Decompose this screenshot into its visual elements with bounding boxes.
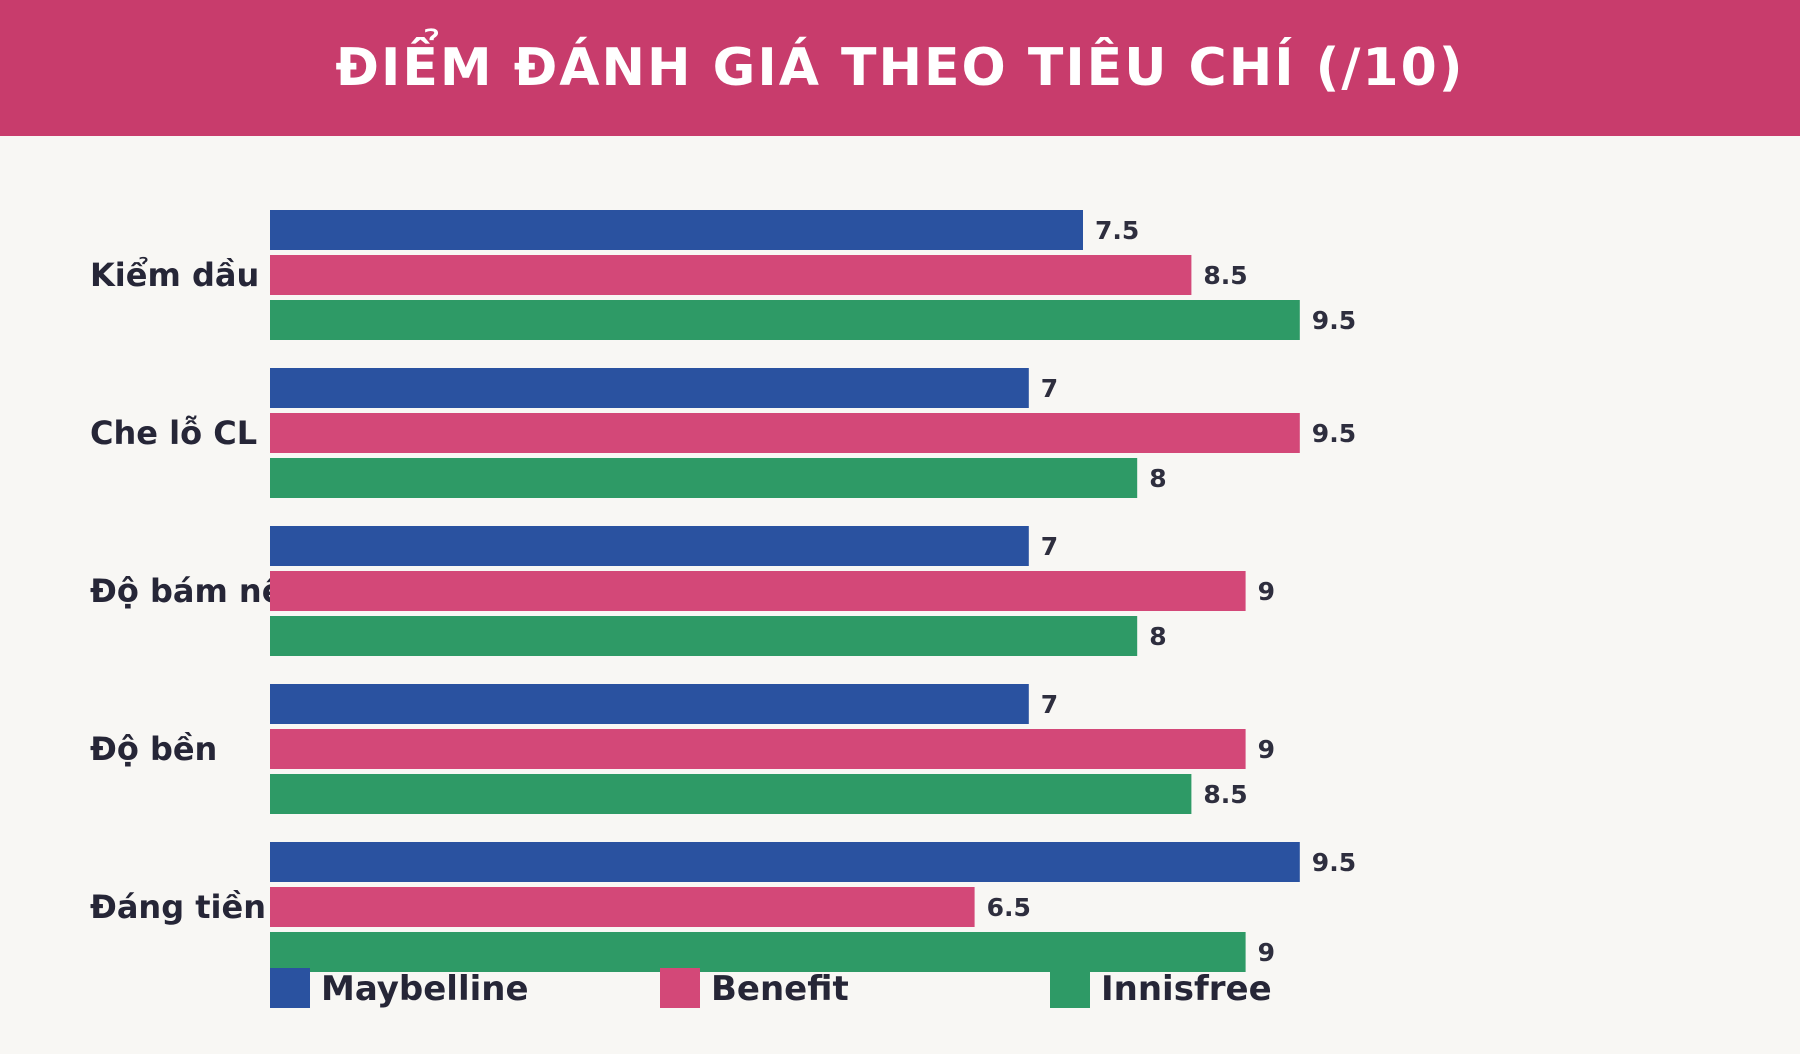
bar-benefit	[270, 729, 1246, 769]
category-labels: Kiểm dầu Che lỗ CL Độ bám nền Độ bền Đáng ti…	[90, 256, 306, 926]
chart-header: ĐIỂM ĐÁNH GIÁ THEO TIÊU CHÍ (/10)	[0, 0, 1800, 136]
value-labels: 7.5 8.5 9.5 7 9.5 8 7 9 8 7 9 8.5 9.5 6.5 9	[987, 216, 1356, 967]
value-label: 8	[1149, 622, 1166, 651]
bars	[270, 210, 1300, 972]
value-label: 9.5	[1312, 848, 1356, 877]
value-label: 8	[1149, 464, 1166, 493]
bar-chart: Kiểm dầu Che lỗ CL Độ bám nền Độ bền Đáng ti…	[90, 210, 1356, 1009]
legend-swatch-innisfree	[1050, 968, 1090, 1008]
legend-label-benefit: Benefit	[711, 969, 849, 1009]
value-label: 9	[1258, 577, 1275, 606]
value-label: 7	[1041, 374, 1058, 403]
value-label: 7	[1041, 690, 1058, 719]
legend-swatch-benefit	[660, 968, 700, 1008]
category-label: Kiểm dầu	[90, 256, 259, 294]
bar-innisfree	[270, 458, 1138, 498]
value-label: 7	[1041, 532, 1058, 561]
bar-maybelline	[270, 684, 1029, 724]
category-label: Che lỗ CL	[90, 414, 257, 452]
bar-innisfree	[270, 932, 1246, 972]
bar-benefit	[270, 571, 1246, 611]
bar-innisfree	[270, 616, 1138, 656]
value-label: 9.5	[1312, 419, 1356, 448]
category-label: Đáng tiền	[90, 888, 266, 926]
category-label: Độ bền	[90, 730, 217, 768]
legend-label-maybelline: Maybelline	[321, 969, 529, 1009]
value-label: 8.5	[1203, 780, 1247, 809]
category-label: Độ bám nền	[90, 572, 306, 610]
bar-innisfree	[270, 300, 1300, 340]
value-label: 7.5	[1095, 216, 1139, 245]
legend-swatch-maybelline	[270, 968, 310, 1008]
chart-title: ĐIỂM ĐÁNH GIÁ THEO TIÊU CHÍ (/10)	[335, 38, 1465, 98]
bar-maybelline	[270, 842, 1300, 882]
value-label: 9.5	[1312, 306, 1356, 335]
bar-benefit	[270, 413, 1300, 453]
bar-innisfree	[270, 774, 1192, 814]
bar-maybelline	[270, 368, 1029, 408]
value-label: 6.5	[987, 893, 1031, 922]
value-label: 9	[1258, 735, 1275, 764]
value-label: 8.5	[1203, 261, 1247, 290]
bar-benefit	[270, 887, 975, 927]
legend: Maybelline Benefit Innisfree	[270, 968, 1272, 1009]
bar-benefit	[270, 255, 1192, 295]
chart-area: Kiểm dầu Che lỗ CL Độ bám nền Độ bền Đáng ti…	[0, 136, 1800, 1050]
legend-label-innisfree: Innisfree	[1101, 969, 1272, 1009]
bar-maybelline	[270, 210, 1083, 250]
value-label: 9	[1258, 938, 1275, 967]
bar-maybelline	[270, 526, 1029, 566]
